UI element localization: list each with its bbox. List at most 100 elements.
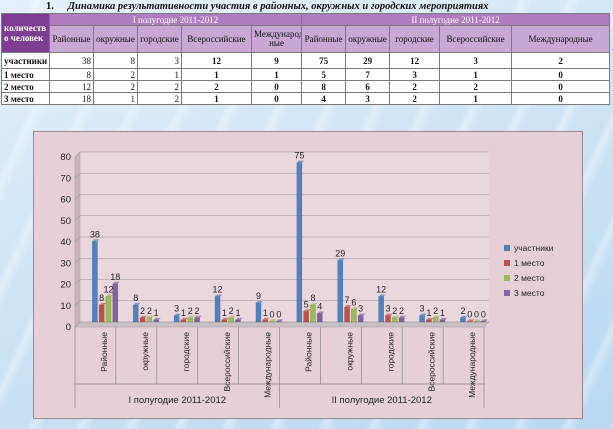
legend-swatch (504, 245, 510, 251)
bar-top (310, 303, 318, 305)
gridline-side (74, 279, 81, 285)
category-label: окружные (344, 332, 354, 371)
data-label: 2 (399, 306, 404, 316)
table-column-header-row: Районные окружные городские Всероссийски… (2, 25, 611, 53)
bar (98, 304, 105, 323)
col-header: окружные (93, 25, 138, 53)
table-cell: 4 (301, 92, 347, 105)
row-label: участники (1, 52, 50, 69)
y-tick-label: 10 (60, 301, 71, 312)
gridline-side (74, 173, 81, 179)
table-cell: 1 (250, 68, 303, 81)
bar (194, 317, 200, 323)
bar-top (433, 315, 441, 318)
table-half-row: количеств о человек I полугодие 2011-201… (1, 13, 611, 53)
data-label: 2 (229, 306, 234, 316)
bar (460, 317, 466, 323)
y-tick-label: 50 (60, 216, 71, 227)
bar (480, 321, 487, 323)
table-row: 2 место 12 2 2 2 0 8 6 2 2 0 (1, 80, 611, 93)
table-row: 1 место 8 2 1 1 1 5 7 3 1 0 (1, 68, 611, 81)
data-label: 1 (235, 308, 240, 318)
table-cell: 8 (49, 68, 94, 81)
bar-top (392, 315, 400, 318)
bar-top (269, 319, 277, 322)
bar-top (99, 303, 107, 305)
data-label: 1 (426, 308, 431, 318)
table-cell: 3 (439, 52, 513, 69)
bar (316, 313, 323, 323)
bar-top (378, 294, 386, 297)
data-label: 2 (433, 306, 438, 316)
gridline-side (74, 321, 81, 328)
page-heading: 1. Динамика результативности участия в ра… (46, 1, 489, 12)
bar-top (398, 315, 407, 318)
data-label: 29 (335, 248, 345, 258)
col-header: Международ ные (250, 25, 303, 53)
table-cell: 12 (389, 52, 441, 69)
bar-top (139, 315, 148, 318)
row-label: 2 место (1, 80, 50, 93)
data-label: 9 (256, 291, 261, 301)
bar (146, 317, 153, 323)
bar-top (112, 281, 120, 284)
legend-swatch (504, 290, 510, 296)
data-label: 2 (460, 306, 465, 316)
table-cell: 1 (137, 68, 182, 81)
data-label: 3 (420, 304, 425, 314)
table-row: участники 38 8 3 12 9 75 29 12 3 2 (1, 52, 611, 69)
col-header: Районные (49, 25, 94, 53)
col-header: Международные (511, 25, 611, 53)
col-header: Всероссийские (181, 25, 252, 53)
bar-top (105, 294, 114, 297)
data-label: 2 (188, 306, 193, 316)
bar (139, 317, 146, 323)
data-label: 12 (103, 285, 113, 295)
bar (180, 319, 187, 323)
data-label: 1 (263, 308, 268, 318)
bar-top (303, 309, 311, 312)
table-cell: 6 (345, 80, 391, 93)
data-label: 8 (133, 293, 138, 303)
table-cell: 0 (511, 92, 611, 105)
data-label: 0 (467, 309, 472, 319)
table-cell: 2 (181, 80, 252, 93)
bar (214, 296, 221, 323)
data-label: 0 (270, 309, 275, 319)
bar (344, 306, 350, 323)
bar-top (194, 315, 202, 318)
results-table: количеств о человек I полугодие 2011-201… (1, 13, 611, 105)
table-cell: 3 (137, 52, 182, 69)
category-label: городские (385, 332, 395, 372)
data-label: 6 (351, 297, 356, 307)
bar-top (358, 313, 366, 316)
bar (466, 321, 473, 323)
data-label: 4 (317, 302, 322, 312)
y-tick-label: 60 (60, 195, 71, 206)
table-cell: 1 (181, 92, 252, 105)
data-label: 0 (474, 309, 479, 319)
bar-top (467, 319, 475, 322)
legend-label: 2 место (514, 273, 545, 283)
category-label: Районные (99, 332, 109, 372)
bar (235, 319, 241, 323)
row-label: 1 место (1, 68, 50, 81)
table-cell: 2 (93, 68, 138, 81)
bar-top (262, 317, 270, 320)
bar-top (133, 303, 141, 305)
data-label: 2 (140, 306, 145, 316)
bar (398, 317, 405, 323)
bar-top (228, 315, 236, 318)
data-label: 8 (310, 293, 315, 303)
group-label: I полугодие 2011-2012 (128, 395, 226, 406)
table-cell: 1 (93, 92, 138, 105)
bar (419, 315, 425, 323)
heading-number: 1. (46, 1, 54, 12)
bar (153, 319, 159, 323)
data-label: 3 (385, 304, 390, 314)
category-label: Районные (304, 332, 314, 372)
table-cell: 2 (137, 92, 182, 105)
data-label: 1 (222, 308, 227, 318)
table-cell: 9 (250, 52, 303, 69)
